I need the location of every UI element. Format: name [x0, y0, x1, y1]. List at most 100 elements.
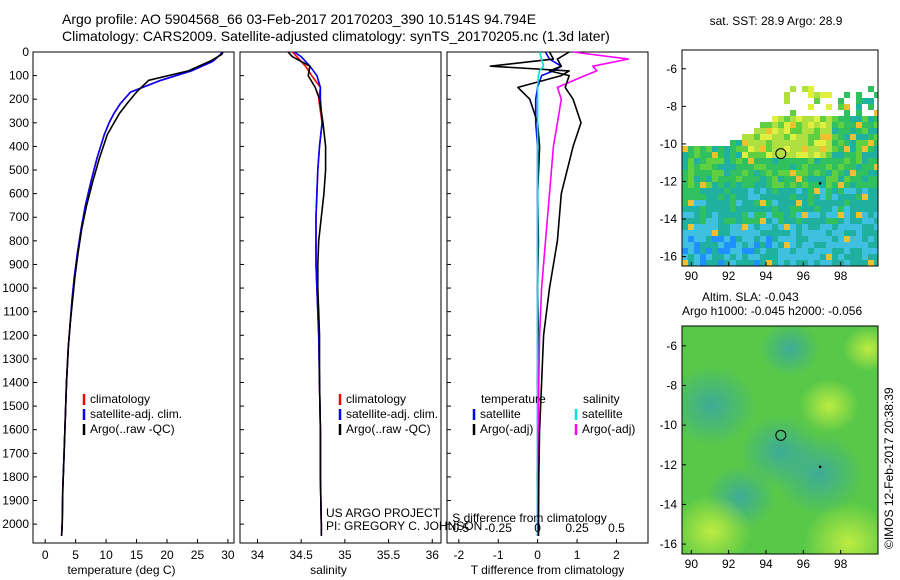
sst-cell — [856, 200, 862, 206]
sst-cell — [832, 176, 838, 182]
sst-cell — [862, 224, 868, 230]
sst-cell — [826, 242, 832, 248]
sla-anomaly-blob — [774, 433, 865, 515]
sst-cell — [808, 200, 814, 206]
sst-cell — [808, 134, 814, 140]
sst-cell — [730, 254, 736, 260]
map-frame — [681, 325, 879, 555]
sst-cell — [682, 212, 688, 218]
sst-cell — [784, 176, 790, 182]
x-tick-label-differences: -2 — [453, 548, 464, 562]
sst-cell — [874, 92, 878, 98]
sst-cell — [772, 134, 778, 140]
sst-cell — [700, 242, 706, 248]
sst-cell — [772, 206, 778, 212]
sst-cell — [694, 236, 700, 242]
sst-cell — [700, 212, 706, 218]
sst-cell — [694, 230, 700, 236]
sst-cell — [850, 146, 856, 152]
sst-cell — [814, 242, 820, 248]
sst-cell — [772, 182, 778, 188]
sst-cell — [718, 188, 724, 194]
sst-cell — [850, 224, 856, 230]
sst-cell — [754, 146, 760, 152]
sst-cell — [778, 128, 784, 134]
sst-cell — [760, 242, 766, 248]
sst-cell — [712, 248, 718, 254]
sst-cell — [838, 170, 844, 176]
sst-cell — [808, 188, 814, 194]
sst-cell — [694, 242, 700, 248]
sst-cell — [694, 194, 700, 200]
sst-cell — [748, 236, 754, 242]
sst-cell — [868, 128, 874, 134]
sst-cell — [736, 224, 742, 230]
sst-cell — [832, 206, 838, 212]
y-tick-label: 2000 — [2, 517, 29, 531]
sst-cell — [874, 140, 878, 146]
sst-cell — [700, 248, 706, 254]
sst-cell — [730, 140, 736, 146]
sst-cell — [790, 152, 796, 158]
sst-cell — [706, 254, 712, 260]
sst-cell — [688, 200, 694, 206]
sst-cell — [712, 236, 718, 242]
sst-cell — [838, 164, 844, 170]
sst-cell — [790, 170, 796, 176]
sst-cell — [772, 158, 778, 164]
sst-cell — [808, 224, 814, 230]
sst-cell — [856, 158, 862, 164]
x-tick-label-temperature: 0 — [42, 548, 49, 562]
sst-cell — [826, 182, 832, 188]
sst-cell — [874, 152, 878, 158]
x-tick-label-differences: 1 — [574, 548, 581, 562]
sst-cell — [730, 212, 736, 218]
sst-cell — [706, 194, 712, 200]
sst-cell — [682, 248, 688, 254]
sst-cell — [820, 122, 826, 128]
sst-cell — [718, 170, 724, 176]
sst-cell — [784, 182, 790, 188]
sst-cell — [724, 200, 730, 206]
sst-cell — [760, 128, 766, 134]
y-tick-label: 1900 — [2, 494, 29, 508]
sst-cell — [700, 206, 706, 212]
y-tick-label: 1100 — [3, 305, 29, 319]
sst-cell — [838, 206, 844, 212]
sst-cell — [796, 224, 802, 230]
sst-cell — [802, 254, 808, 260]
sst-cell — [874, 236, 878, 242]
sst-cell — [874, 260, 878, 266]
sst-cell — [766, 218, 772, 224]
sst-cell — [718, 146, 724, 152]
sst-cell — [790, 86, 796, 92]
sst-cell — [844, 128, 850, 134]
sst-cell — [784, 170, 790, 176]
sst-cell — [826, 254, 832, 260]
sst-cell — [706, 176, 712, 182]
sst-cell — [820, 260, 826, 266]
sst-cell — [796, 212, 802, 218]
sst-cell — [814, 230, 820, 236]
sst-cell — [868, 170, 874, 176]
sst-cell — [754, 176, 760, 182]
sst-cell — [748, 146, 754, 152]
sst-cell — [862, 152, 868, 158]
sst-cell — [832, 146, 838, 152]
sst-cell — [868, 104, 874, 110]
sst-cell — [736, 260, 742, 266]
sst-cell — [724, 218, 730, 224]
sst-cell — [826, 176, 832, 182]
sst-cell — [784, 128, 790, 134]
sst-cell — [700, 164, 706, 170]
sst-cell — [766, 128, 772, 134]
sst-cell — [700, 182, 706, 188]
sst-cell — [808, 146, 814, 152]
sst-cell — [754, 254, 760, 260]
sst-cell — [784, 236, 790, 242]
sst-cell — [838, 128, 844, 134]
sst-cell — [850, 212, 856, 218]
legend-title-temperature: temperature — [481, 392, 546, 406]
sst-cell — [808, 218, 814, 224]
sst-cell — [808, 248, 814, 254]
